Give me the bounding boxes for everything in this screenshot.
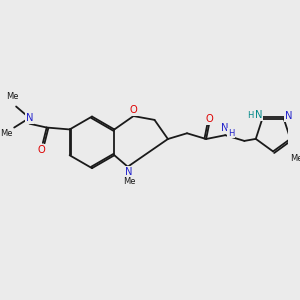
Text: H: H [228, 129, 234, 138]
Text: N: N [220, 124, 228, 134]
Text: Me: Me [123, 177, 136, 186]
Text: O: O [205, 114, 213, 124]
Text: Me: Me [290, 154, 300, 164]
Text: Me: Me [0, 129, 13, 138]
Text: Me: Me [6, 92, 19, 101]
Text: N: N [285, 111, 292, 121]
Text: O: O [130, 105, 137, 115]
Text: N: N [125, 167, 132, 176]
Text: H: H [247, 111, 253, 120]
Text: N: N [26, 113, 33, 123]
Text: N: N [255, 110, 262, 120]
Text: O: O [37, 145, 45, 154]
